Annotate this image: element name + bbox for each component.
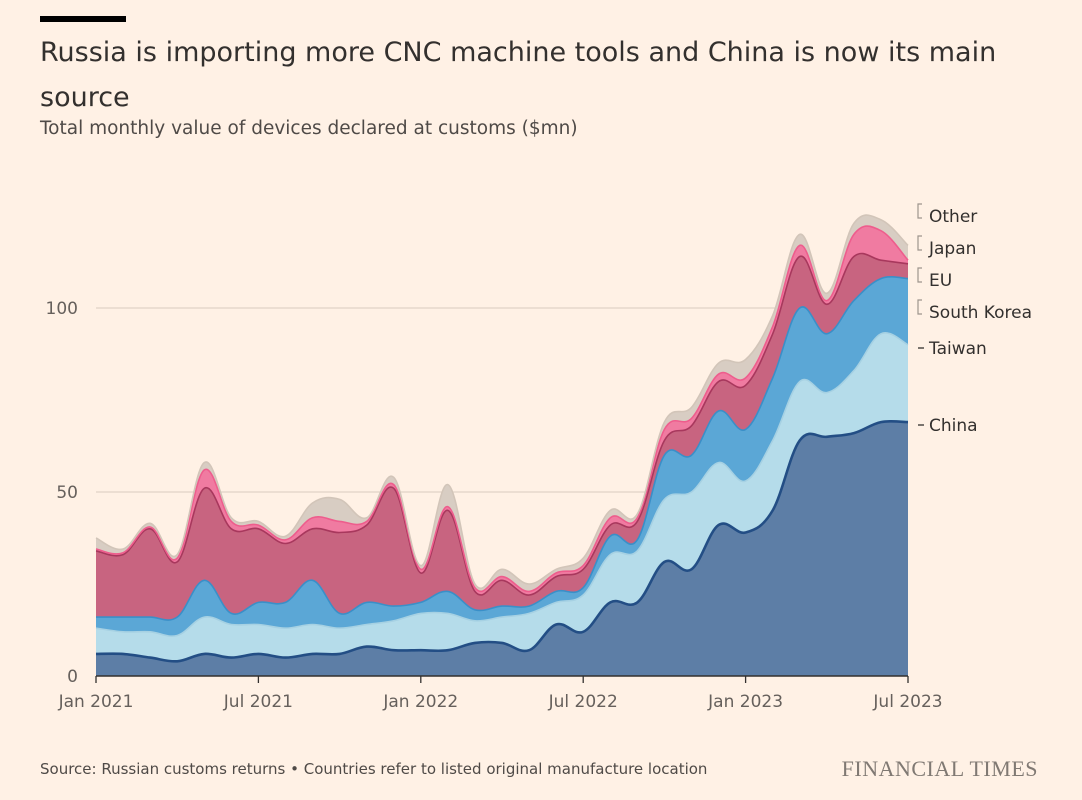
series-labels: China Taiwan South Korea EU Japan Other bbox=[917, 203, 1032, 436]
label-eu: EU bbox=[929, 271, 952, 291]
bracket-japan bbox=[917, 235, 922, 251]
source-note: Source: Russian customs returns • Countr… bbox=[40, 760, 708, 778]
y-tick-label: 100 bbox=[46, 299, 78, 319]
bracket-eu bbox=[917, 267, 922, 283]
series-lines bbox=[95, 214, 909, 663]
line-china bbox=[95, 419, 909, 663]
area-south-korea bbox=[96, 276, 908, 637]
label-south-korea: South Korea bbox=[929, 303, 1032, 323]
label-japan: Japan bbox=[928, 239, 976, 259]
line-japan bbox=[95, 225, 909, 593]
label-other: Other bbox=[929, 207, 977, 227]
area-taiwan bbox=[96, 332, 908, 662]
label-taiwan: Taiwan bbox=[928, 339, 987, 359]
area-eu bbox=[96, 253, 908, 621]
bracket-south-korea bbox=[917, 299, 922, 315]
gridlines: 0 50 100 bbox=[46, 299, 908, 687]
line-eu bbox=[95, 252, 909, 596]
chart-title: Russia is importing more CNC machine too… bbox=[40, 37, 997, 113]
axes: Jan 2021 Jul 2021 Jan 2022 Jul 2022 Jan 2023… bbox=[58, 675, 943, 712]
line-other bbox=[95, 214, 909, 589]
x-tick-label: Jul 2021 bbox=[223, 692, 293, 712]
x-tick-label: Jul 2022 bbox=[548, 692, 618, 712]
bracket-other bbox=[917, 203, 922, 219]
line-south-korea bbox=[96, 276, 909, 621]
x-tick-label: Jul 2023 bbox=[872, 692, 942, 712]
area-china bbox=[96, 421, 908, 676]
y-tick-label: 50 bbox=[56, 483, 78, 503]
x-tick-label: Jan 2022 bbox=[382, 692, 458, 712]
ft-logo: FINANCIAL TIMES bbox=[841, 756, 1038, 781]
line-taiwan bbox=[95, 332, 909, 637]
area-series bbox=[96, 215, 908, 676]
chart-subtitle: Total monthly value of devices declared … bbox=[40, 118, 578, 139]
x-tick-label: Jan 2023 bbox=[707, 692, 783, 712]
y-tick-label: 0 bbox=[67, 667, 78, 687]
x-tick-label: Jan 2021 bbox=[58, 692, 134, 712]
header-accent-bar bbox=[40, 16, 126, 22]
label-china: China bbox=[929, 416, 978, 436]
